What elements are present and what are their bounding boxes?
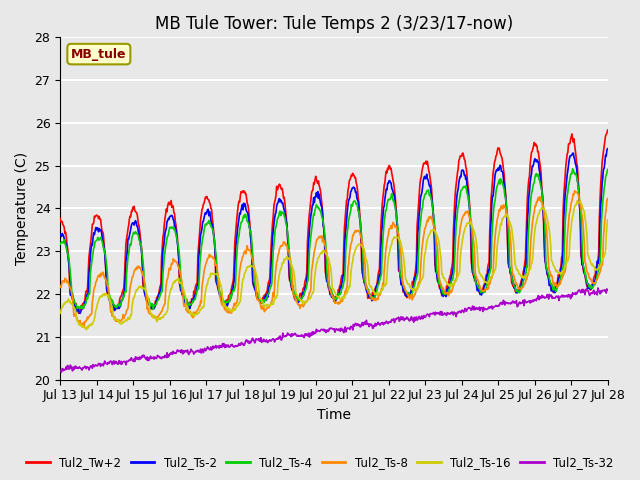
Legend: Tul2_Tw+2, Tul2_Ts-2, Tul2_Ts-4, Tul2_Ts-8, Tul2_Ts-16, Tul2_Ts-32: Tul2_Tw+2, Tul2_Ts-2, Tul2_Ts-4, Tul2_Ts… [22,452,618,474]
Text: MB_tule: MB_tule [71,48,127,60]
X-axis label: Time: Time [317,408,351,422]
Title: MB Tule Tower: Tule Temps 2 (3/23/17-now): MB Tule Tower: Tule Temps 2 (3/23/17-now… [155,15,513,33]
Y-axis label: Temperature (C): Temperature (C) [15,152,29,265]
